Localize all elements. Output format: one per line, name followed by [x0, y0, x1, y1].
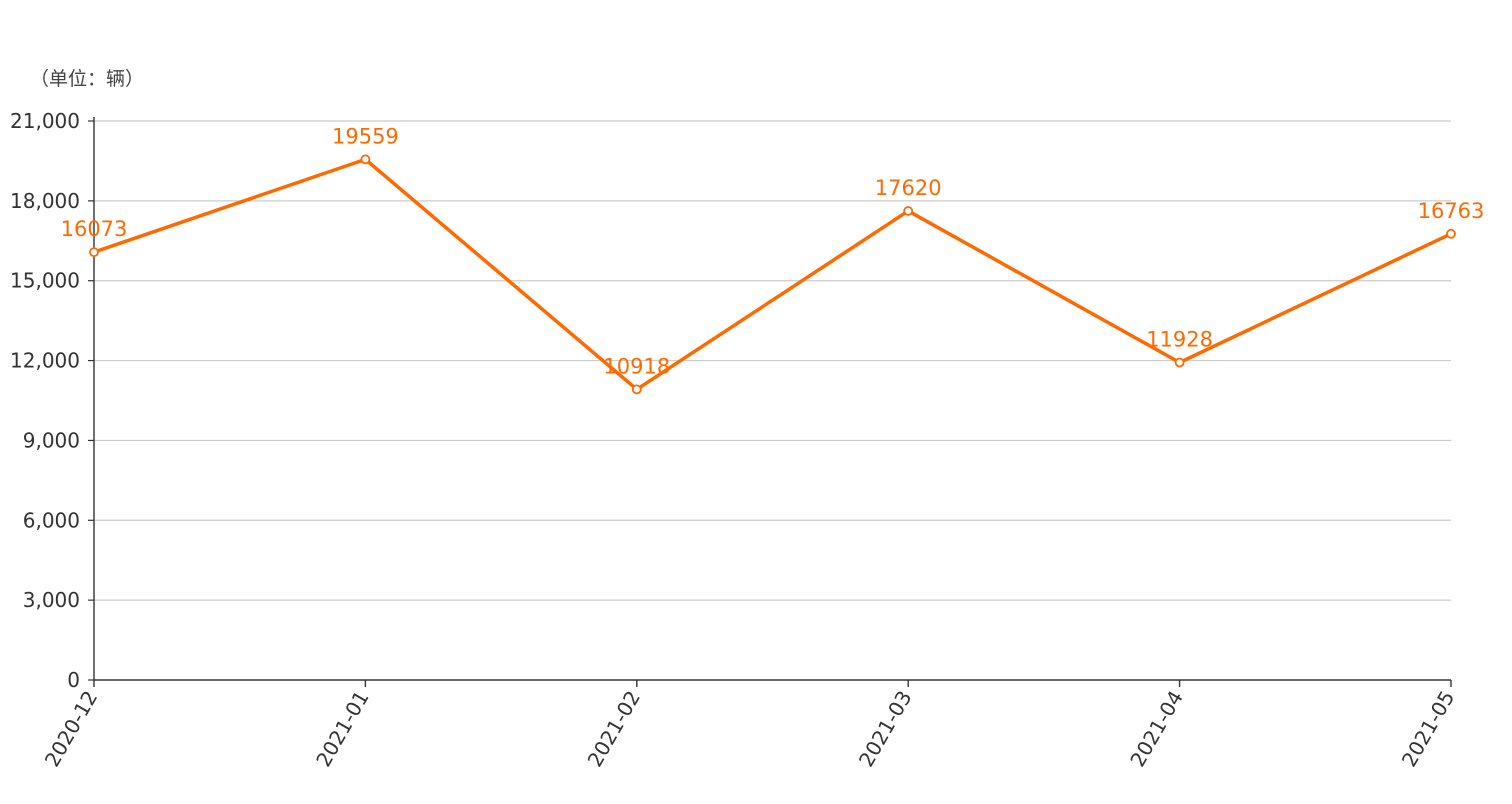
x-tick-label: 2021-01	[311, 687, 374, 771]
data-point[interactable]	[89, 247, 99, 258]
x-tick-label: 2020-12	[40, 687, 103, 771]
series-layer	[89, 154, 1456, 395]
y-tick-label: 3,000	[23, 588, 80, 612]
grid-layer	[94, 120, 1451, 601]
x-tick-label: 2021-03	[854, 687, 917, 771]
data-point[interactable]	[903, 206, 914, 216]
data-label: 16763	[1418, 199, 1485, 223]
data-point[interactable]	[1174, 357, 1185, 368]
x-tick-label: 2021-04	[1125, 687, 1188, 771]
y-tick-label: 9,000	[23, 428, 80, 452]
data-label: 10918	[603, 354, 670, 378]
y-tick-label: 18,000	[10, 189, 80, 213]
data-label-layer: 16073 19559 10918 17620 11928 16763	[61, 124, 1485, 378]
x-tick-label: 2021-05	[1397, 687, 1460, 771]
data-point[interactable]	[360, 154, 371, 165]
data-label: 11928	[1146, 327, 1213, 351]
data-point[interactable]	[1446, 228, 1456, 239]
series-line	[93, 157, 1452, 392]
data-label: 19559	[332, 124, 399, 148]
y-tick-label: 21,000	[10, 109, 80, 133]
y-tick-label: 0	[67, 668, 80, 692]
x-tick-label: 2021-02	[583, 687, 646, 771]
y-tick-label: 12,000	[10, 349, 80, 373]
y-axis-unit-label: （单位：辆）	[30, 68, 145, 90]
y-tick-label: 6,000	[23, 508, 80, 532]
data-point[interactable]	[631, 384, 642, 395]
data-label: 16073	[61, 217, 128, 241]
y-tick-label: 15,000	[10, 269, 80, 293]
data-label: 17620	[875, 176, 942, 200]
